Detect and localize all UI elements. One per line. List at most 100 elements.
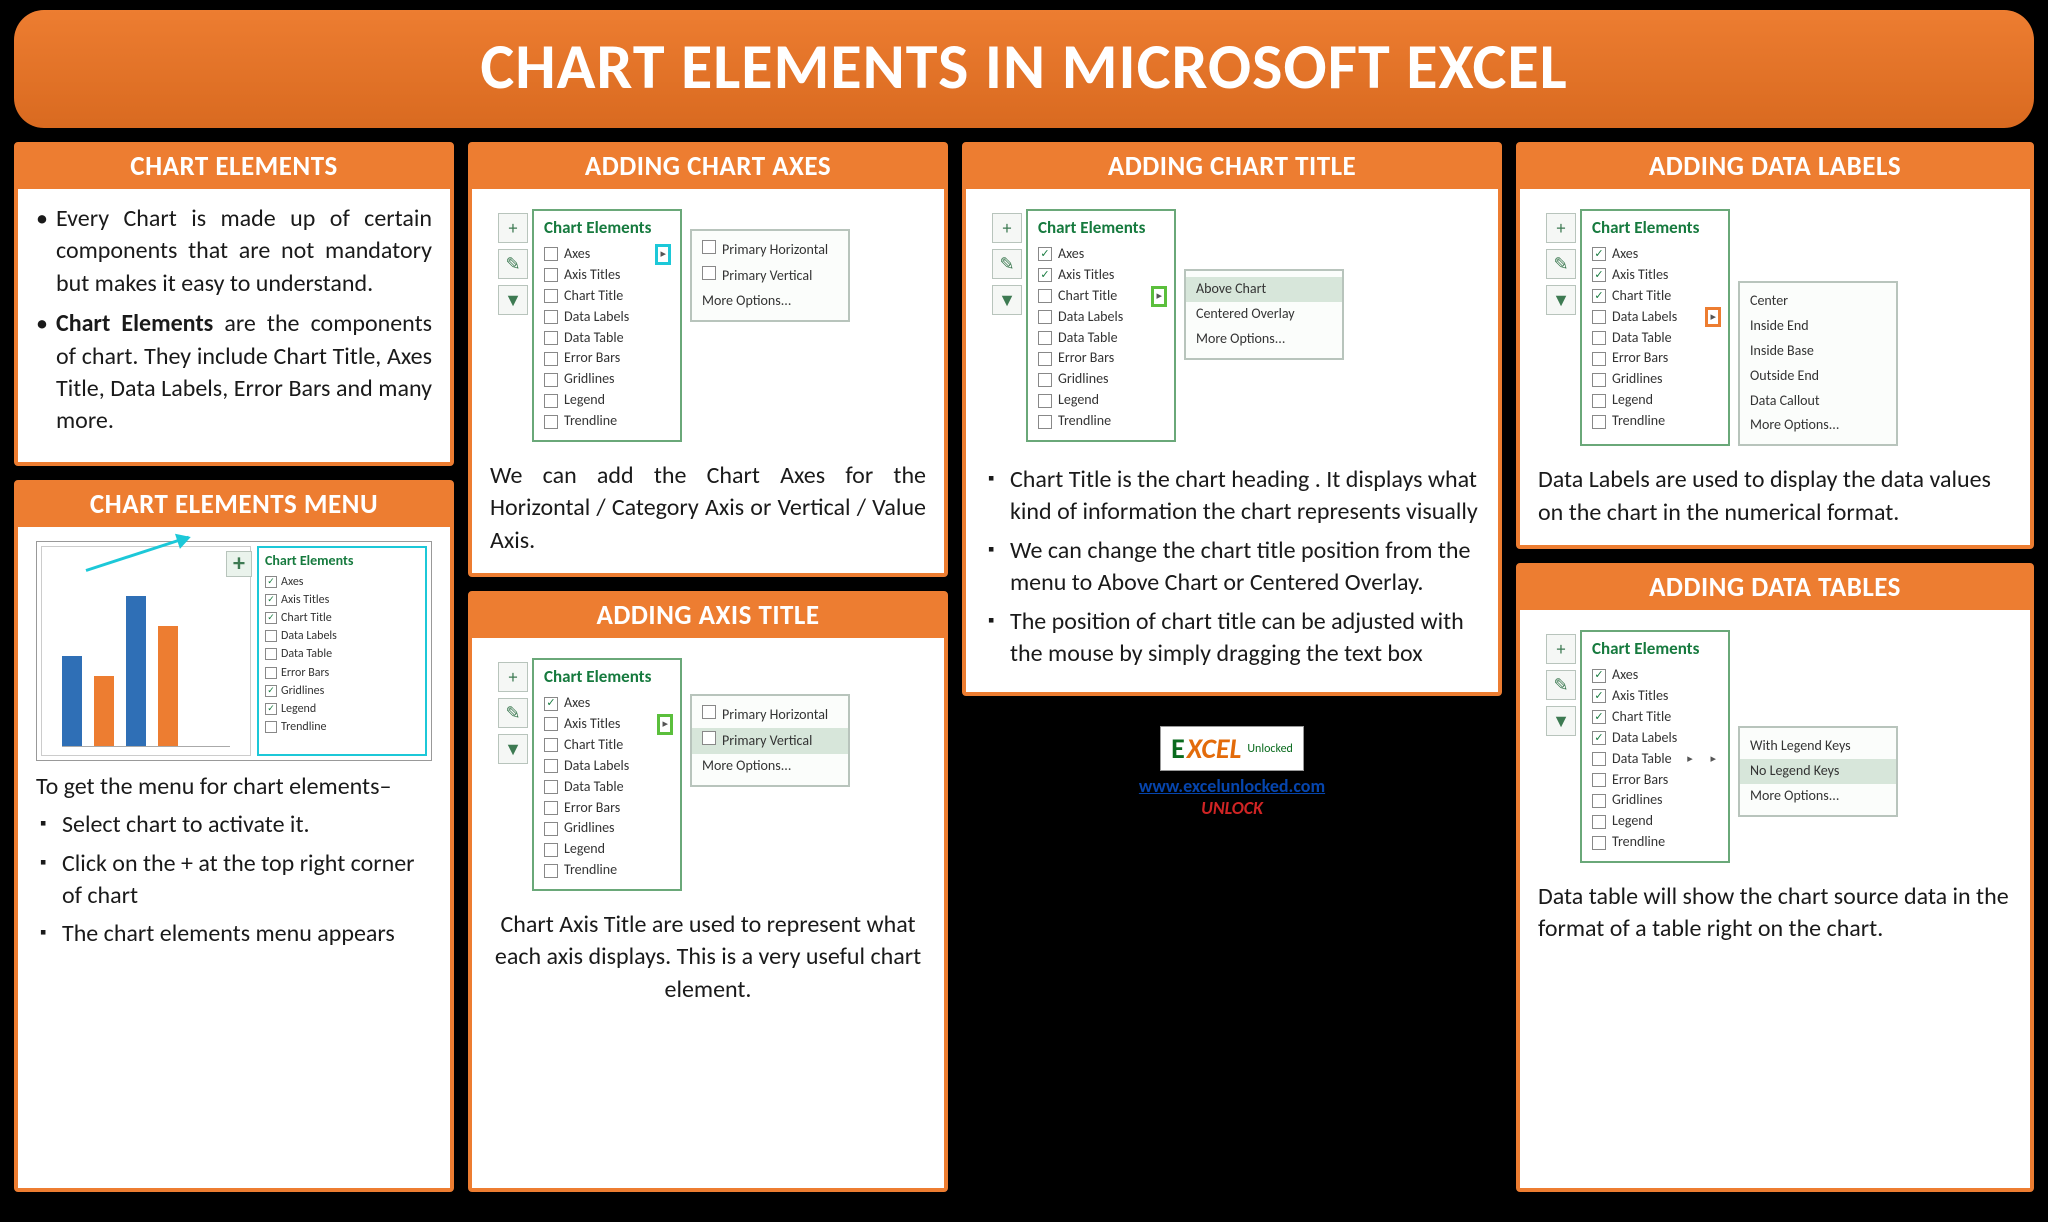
- checkbox-icon[interactable]: [702, 266, 716, 280]
- submenu-item[interactable]: With Legend Keys: [1750, 734, 1886, 759]
- menu-item[interactable]: Error Bars: [1592, 348, 1718, 369]
- checkbox-icon[interactable]: ✓: [265, 612, 277, 624]
- menu-item[interactable]: Trendline: [544, 860, 670, 881]
- plus-icon[interactable]: +: [498, 662, 528, 692]
- checkbox-icon[interactable]: [544, 822, 558, 836]
- checkbox-icon[interactable]: ✓: [1592, 289, 1606, 303]
- menu-item[interactable]: Data Labels▸: [1592, 307, 1718, 328]
- plus-icon[interactable]: +: [1546, 213, 1576, 243]
- brush-icon[interactable]: ✎: [1546, 670, 1576, 700]
- checkbox-icon[interactable]: [1038, 394, 1052, 408]
- submenu-item[interactable]: Outside End: [1750, 364, 1886, 389]
- menu-item[interactable]: Trendline: [1592, 832, 1718, 853]
- submenu-item[interactable]: Above Chart: [1186, 277, 1342, 302]
- menu-item[interactable]: ✓Axis Titles: [1592, 686, 1718, 707]
- checkbox-icon[interactable]: [544, 310, 558, 324]
- filter-icon[interactable]: ▼: [498, 285, 528, 315]
- checkbox-icon[interactable]: [544, 801, 558, 815]
- website-link[interactable]: www.excelunlocked.com: [962, 775, 1502, 797]
- menu-item[interactable]: Chart Title: [544, 286, 670, 307]
- menu-item[interactable]: ✓Legend: [265, 700, 419, 718]
- menu-item[interactable]: Data Table: [1592, 328, 1718, 349]
- submenu-item[interactable]: Data Callout: [1750, 389, 1886, 414]
- checkbox-icon[interactable]: [265, 667, 277, 679]
- filter-icon[interactable]: ▼: [992, 285, 1022, 315]
- menu-item[interactable]: ✓Axis Titles: [265, 591, 419, 609]
- submenu-item[interactable]: More Options...: [702, 754, 838, 779]
- menu-item[interactable]: Error Bars: [265, 664, 419, 682]
- checkbox-icon[interactable]: [544, 289, 558, 303]
- checkbox-icon[interactable]: [1038, 310, 1052, 324]
- checkbox-icon[interactable]: ✓: [1592, 247, 1606, 261]
- menu-item[interactable]: ✓Axis Titles: [1592, 265, 1718, 286]
- menu-item[interactable]: Data Labels: [1038, 307, 1164, 328]
- checkbox-icon[interactable]: ✓: [1592, 268, 1606, 282]
- checkbox-icon[interactable]: [1038, 373, 1052, 387]
- filter-icon[interactable]: ▼: [1546, 285, 1576, 315]
- brush-icon[interactable]: ✎: [1546, 249, 1576, 279]
- submenu-arrow-icon[interactable]: ▸: [1685, 752, 1695, 767]
- submenu-item[interactable]: Centered Overlay: [1196, 302, 1332, 327]
- brush-icon[interactable]: ✎: [992, 249, 1022, 279]
- checkbox-icon[interactable]: [544, 268, 558, 282]
- checkbox-icon[interactable]: ✓: [1038, 247, 1052, 261]
- checkbox-icon[interactable]: [1038, 415, 1052, 429]
- menu-item[interactable]: Axis Titles▸: [544, 714, 670, 735]
- checkbox-icon[interactable]: [544, 373, 558, 387]
- filter-icon[interactable]: ▼: [1546, 706, 1576, 736]
- menu-item[interactable]: Data Labels: [544, 307, 670, 328]
- menu-item[interactable]: ✓Chart Title: [265, 609, 419, 627]
- checkbox-icon[interactable]: [702, 731, 716, 745]
- checkbox-icon[interactable]: ✓: [265, 685, 277, 697]
- menu-item[interactable]: Gridlines: [544, 369, 670, 390]
- checkbox-icon[interactable]: [544, 843, 558, 857]
- menu-item[interactable]: ✓Axis Titles: [1038, 265, 1164, 286]
- menu-item[interactable]: Data Table: [544, 777, 670, 798]
- menu-item[interactable]: Legend: [1592, 811, 1718, 832]
- checkbox-icon[interactable]: [702, 705, 716, 719]
- menu-item[interactable]: Legend: [544, 390, 670, 411]
- submenu-arrow-icon[interactable]: ▸: [660, 717, 670, 732]
- checkbox-icon[interactable]: [544, 780, 558, 794]
- checkbox-icon[interactable]: [1592, 773, 1606, 787]
- checkbox-icon[interactable]: ✓: [1592, 689, 1606, 703]
- checkbox-icon[interactable]: ✓: [1592, 669, 1606, 683]
- checkbox-icon[interactable]: ✓: [265, 576, 277, 588]
- submenu-item[interactable]: Primary Vertical: [702, 263, 838, 289]
- checkbox-icon[interactable]: [544, 864, 558, 878]
- menu-item[interactable]: ✓Data Labels: [1592, 728, 1718, 749]
- brush-icon[interactable]: ✎: [498, 698, 528, 728]
- menu-item[interactable]: Error Bars: [544, 348, 670, 369]
- menu-item[interactable]: Gridlines: [1592, 790, 1718, 811]
- menu-item[interactable]: Data Table: [544, 328, 670, 349]
- checkbox-icon[interactable]: [544, 394, 558, 408]
- submenu-item[interactable]: More Options...: [702, 289, 838, 314]
- submenu-item[interactable]: Inside End: [1750, 314, 1886, 339]
- submenu-item[interactable]: More Options...: [1196, 327, 1332, 352]
- submenu-item[interactable]: Primary Horizontal: [702, 237, 838, 263]
- checkbox-icon[interactable]: ✓: [544, 697, 558, 711]
- checkbox-icon[interactable]: ✓: [1592, 710, 1606, 724]
- menu-item[interactable]: Data Table: [1038, 328, 1164, 349]
- checkbox-icon[interactable]: [1592, 394, 1606, 408]
- menu-item[interactable]: Trendline: [1038, 411, 1164, 432]
- checkbox-icon[interactable]: [1592, 415, 1606, 429]
- checkbox-icon[interactable]: [1592, 310, 1606, 324]
- menu-item[interactable]: Error Bars: [1592, 770, 1718, 791]
- checkbox-icon[interactable]: [544, 738, 558, 752]
- plus-icon[interactable]: +: [992, 213, 1022, 243]
- checkbox-icon[interactable]: [1592, 794, 1606, 808]
- checkbox-icon[interactable]: [1038, 352, 1052, 366]
- menu-item[interactable]: ✓Axes: [265, 573, 419, 591]
- menu-item[interactable]: Chart Title▸: [1038, 286, 1164, 307]
- submenu-item[interactable]: More Options...: [1750, 413, 1886, 438]
- checkbox-icon[interactable]: [544, 717, 558, 731]
- menu-item[interactable]: ✓Axes: [1038, 244, 1164, 265]
- filter-icon[interactable]: ▼: [498, 734, 528, 764]
- menu-item[interactable]: ✓Axes: [544, 693, 670, 714]
- menu-item[interactable]: ✓Axes: [1592, 665, 1718, 686]
- checkbox-icon[interactable]: [1038, 331, 1052, 345]
- menu-item[interactable]: Axis Titles: [544, 265, 670, 286]
- submenu-item[interactable]: More Options...: [1750, 784, 1886, 809]
- checkbox-icon[interactable]: [1592, 752, 1606, 766]
